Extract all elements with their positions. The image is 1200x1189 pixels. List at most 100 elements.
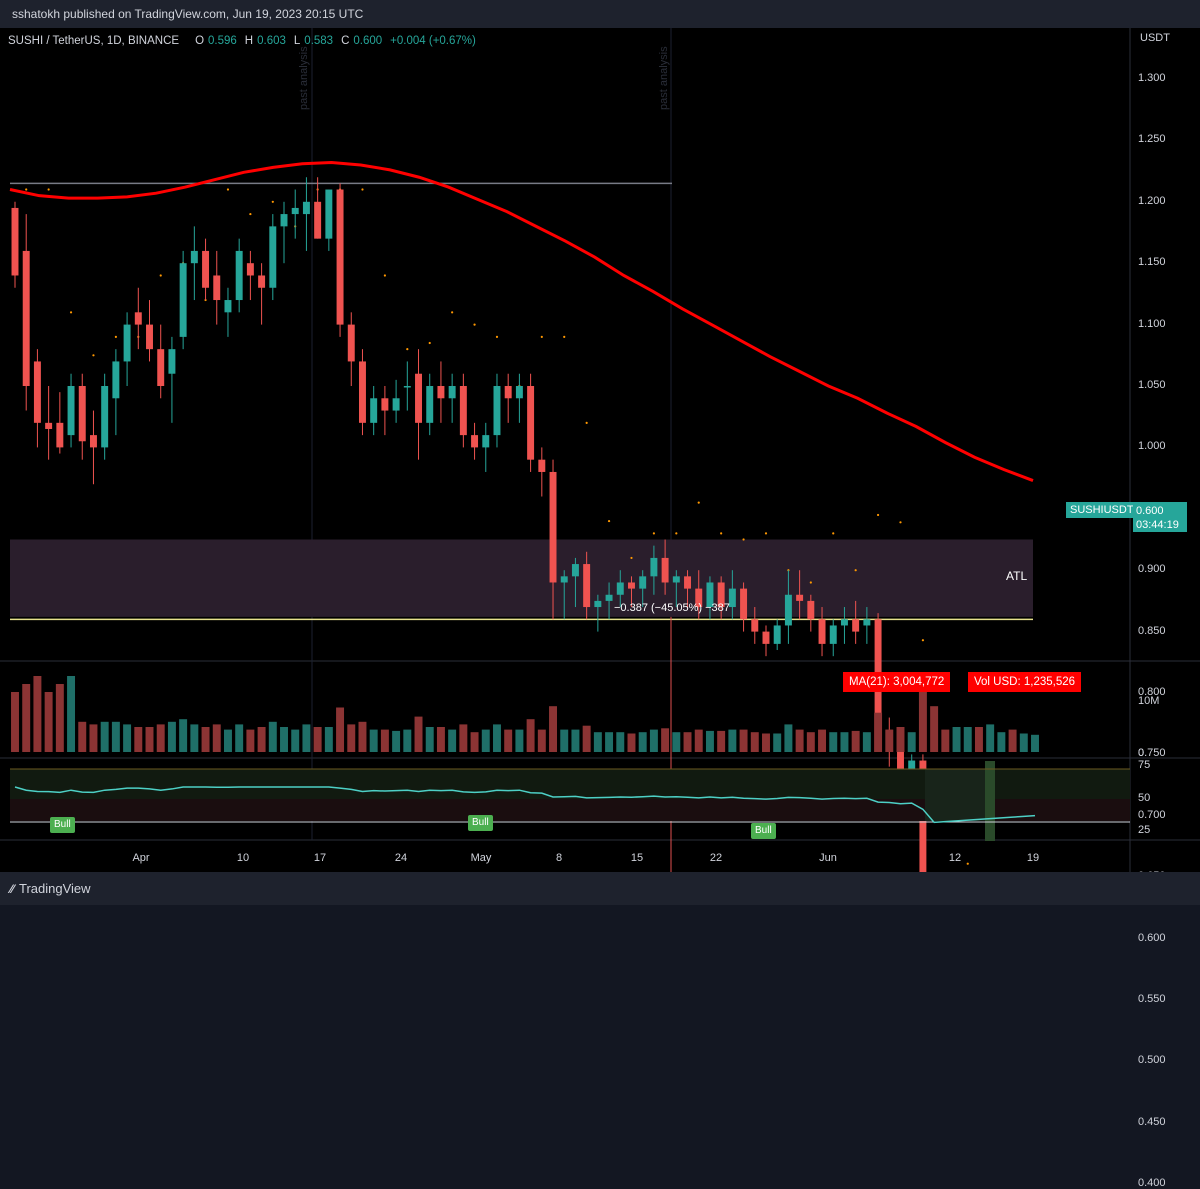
watermark-left: past analysis (298, 46, 310, 110)
candle-body (482, 435, 490, 448)
trailing-stop-dot (742, 538, 745, 541)
candle-body (258, 275, 266, 288)
price-tick-label: 0.850 (1138, 624, 1166, 637)
volume-bar (167, 721, 176, 752)
volume-bar (818, 729, 827, 752)
candle-body (123, 324, 131, 362)
time-tick-label: 24 (394, 852, 408, 864)
volume-bar (851, 730, 860, 752)
trailing-stop-dot (585, 421, 588, 424)
chart-canvas[interactable] (0, 28, 1200, 872)
candle-body (504, 386, 512, 399)
price-tick-label: 0.700 (1138, 808, 1166, 821)
candle-body (33, 361, 41, 423)
current-price-value: 0.600 (1136, 505, 1164, 517)
volume-bar (493, 724, 501, 752)
candle-body (246, 263, 254, 276)
volume-bar (784, 724, 793, 752)
volume-bar (11, 692, 19, 752)
trailing-stop-dot (832, 532, 835, 535)
volume-bar (89, 724, 98, 752)
footer-bar: ⁄⁄ TradingView (0, 872, 1200, 905)
volume-bar (380, 729, 389, 752)
volume-bar (156, 724, 165, 752)
chart-area[interactable]: SUSHI / TetherUS, 1D, BINANCE O 0.596 H 0.… (0, 28, 1200, 1189)
trailing-stop-dot (899, 521, 902, 524)
trailing-stop-dot (764, 532, 768, 535)
osc-tick-25: 25 (1138, 824, 1151, 836)
candle-body (459, 386, 467, 436)
candle-body (829, 625, 837, 644)
time-tick-label: 19 (1026, 852, 1040, 864)
volume-bar (560, 729, 569, 752)
candle-body (291, 207, 299, 215)
candle-body (67, 386, 75, 436)
volume-bar (179, 719, 188, 752)
candle-body (661, 557, 669, 583)
volume-bar (67, 676, 76, 752)
volume-bar (448, 729, 457, 752)
candle-body (762, 631, 770, 644)
price-tick-label: 0.600 (1138, 931, 1166, 944)
volume-bar (78, 721, 87, 752)
legend-high-value: 0.603 (257, 35, 286, 47)
candle-body (616, 582, 624, 595)
candle-body (515, 386, 523, 399)
candle-body (78, 386, 86, 442)
time-tick-label: May (470, 852, 492, 864)
price-axis-unit: USDT (1140, 32, 1170, 44)
candle-body (571, 564, 579, 577)
volume-bar (829, 732, 838, 752)
candle-body (784, 594, 792, 626)
volume-bar (134, 727, 143, 752)
measure-label: −0.387 (−45.05%) −387 (614, 602, 730, 614)
candle-body (493, 386, 501, 436)
tradingview-logo[interactable]: ⁄⁄ TradingView (10, 881, 91, 896)
volume-bar (481, 729, 490, 752)
trailing-stop-dot (114, 335, 117, 338)
volume-bar (537, 729, 546, 752)
volume-bar (257, 727, 266, 752)
trailing-stop-dot (921, 639, 925, 642)
volume-bar (268, 721, 277, 752)
volume-bar (616, 732, 625, 752)
trailing-stop-dot (563, 335, 566, 338)
volume-bar (605, 732, 614, 752)
candle-body (358, 361, 366, 423)
volume-bar (212, 724, 221, 752)
time-tick-label: 22 (709, 852, 723, 864)
volume-bar (336, 707, 345, 752)
volume-bar (459, 724, 468, 752)
volume-tick-10m: 10M (1138, 695, 1160, 707)
volume-bar (918, 684, 927, 752)
trailing-stop-dot (630, 556, 633, 560)
volume-bar (22, 684, 31, 752)
volume-bar (762, 733, 770, 752)
candle-body (538, 459, 546, 472)
legend-open-value: 0.596 (208, 35, 237, 47)
candle-body (717, 582, 725, 608)
candle-body (796, 594, 804, 601)
candle-body (314, 201, 322, 239)
volume-bar (436, 727, 445, 752)
candle-body (89, 435, 97, 448)
legend-ohlc: SUSHI / TetherUS, 1D, BINANCE O 0.596 H 0.… (8, 35, 480, 47)
candle-body (560, 576, 568, 583)
trailing-stop-dot (25, 188, 28, 191)
volume-bar (1019, 733, 1028, 752)
legend-symbol[interactable]: SUSHI / TetherUS, 1D, BINANCE (8, 35, 180, 47)
volume-bar (661, 728, 670, 752)
candle-body (347, 324, 355, 362)
price-tick-label: 0.800 (1138, 686, 1166, 698)
legend-close-value: 0.600 (353, 35, 383, 47)
bull-signal-3: Bull (751, 823, 776, 839)
trailing-stop-dot (854, 569, 857, 572)
atl-label: ATL (1006, 569, 1028, 583)
candle-body (403, 386, 411, 388)
volume-bar (806, 732, 815, 752)
bull-signal-2: Bull (468, 815, 493, 831)
volume-bar (515, 729, 524, 752)
candle-body (650, 557, 658, 577)
candle-body (56, 422, 64, 448)
volume-usd-badge: Vol USD: 1,235,526 (968, 672, 1082, 692)
